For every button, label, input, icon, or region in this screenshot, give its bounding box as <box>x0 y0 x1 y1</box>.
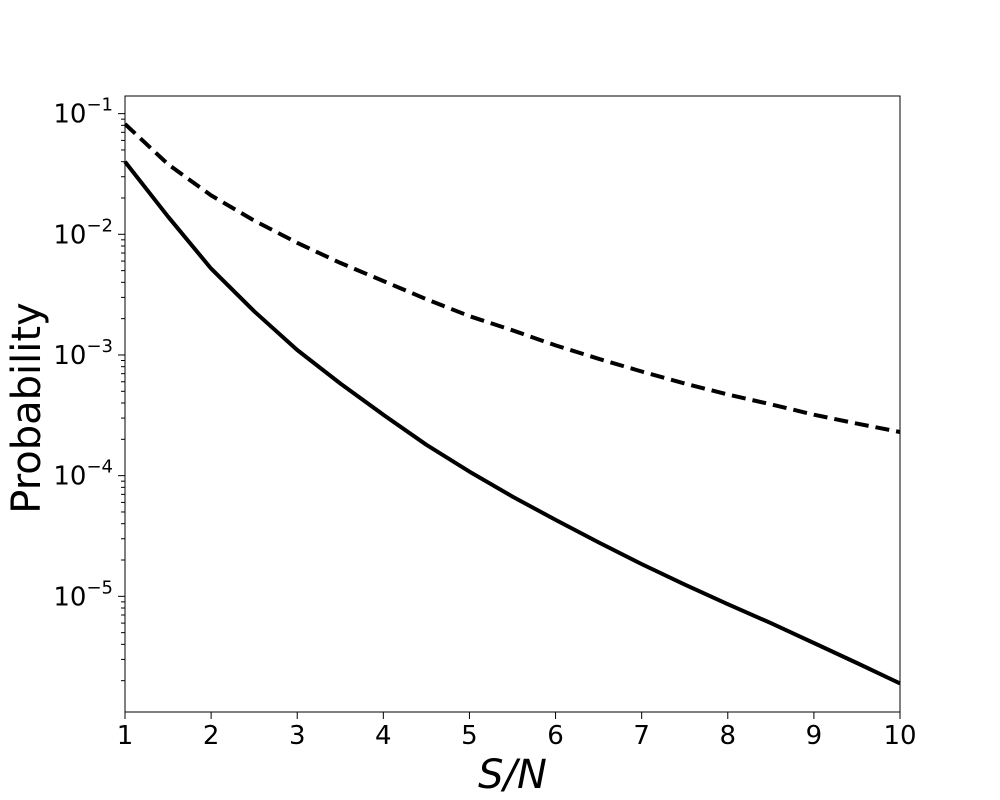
dashed-series-line <box>123 122 901 434</box>
x-axis-title: S/N <box>478 752 547 798</box>
solid-series-line <box>123 160 901 686</box>
x-tick-label: 1 <box>117 721 134 751</box>
x-tick-label: 3 <box>289 721 306 751</box>
x-tick-label: 2 <box>203 721 220 751</box>
plot-frame <box>124 95 901 713</box>
y-tick-label: 10−2 <box>53 215 113 250</box>
tick-layer: 1 2 3 4 5 6 7 8 9 10 10−1 10−2 10−3 10−4 10−5 <box>53 95 916 751</box>
x-tick-label: 7 <box>633 721 650 751</box>
x-tick-label: 8 <box>720 721 737 751</box>
x-tick-label: 10 <box>883 721 916 751</box>
y-tick-label: 10−5 <box>53 577 113 612</box>
y-tick-label: 10−1 <box>53 95 113 130</box>
y-tick-label: 10−4 <box>53 457 113 492</box>
x-tick-label: 5 <box>461 721 478 751</box>
x-tick-label: 6 <box>547 721 564 751</box>
x-tick-label: 4 <box>375 721 392 751</box>
x-tick-label: 9 <box>806 721 823 751</box>
y-axis-title: Probability <box>4 302 50 513</box>
y-tick-label: 10−3 <box>53 336 113 371</box>
series-layer <box>123 122 901 686</box>
